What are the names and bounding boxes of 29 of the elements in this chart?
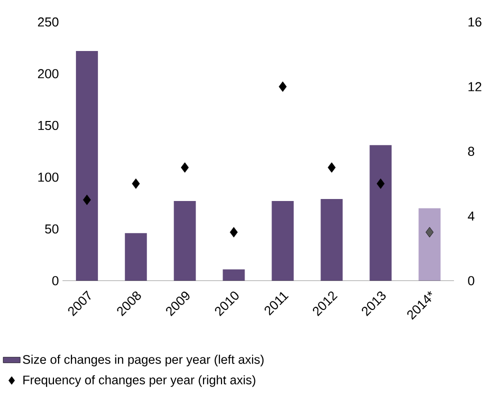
bar [272,201,294,281]
y2-tick-label: 8 [468,146,474,156]
bar [418,208,441,281]
y2-tick-label: 16 [468,18,482,27]
y-tick-label: 100 [38,172,58,182]
y2-tick-label: 4 [468,212,474,221]
point [376,178,385,190]
point [278,82,287,92]
bar [174,201,196,281]
y-tick-label: 150 [38,121,58,130]
y2-tick-label: 12 [468,82,482,92]
bar [76,51,98,281]
bar [320,199,343,281]
point [328,162,336,173]
legend-label: Frequency of changes per year (right axis) [23,375,256,388]
point [132,178,140,190]
y-tick-label: 50 [45,224,58,234]
point [180,162,189,173]
bar [124,233,147,281]
y-tick-label: 250 [38,18,58,27]
y-tick-label: 200 [38,69,58,79]
point [230,227,238,238]
y-tick-label: 0 [52,276,58,286]
y2-tick-label: 0 [468,276,474,286]
point [82,194,91,206]
legend-label: Size of changes in pages per year (left axis) [22,354,264,367]
bar [222,270,245,281]
bar [370,145,392,281]
point [426,227,434,238]
